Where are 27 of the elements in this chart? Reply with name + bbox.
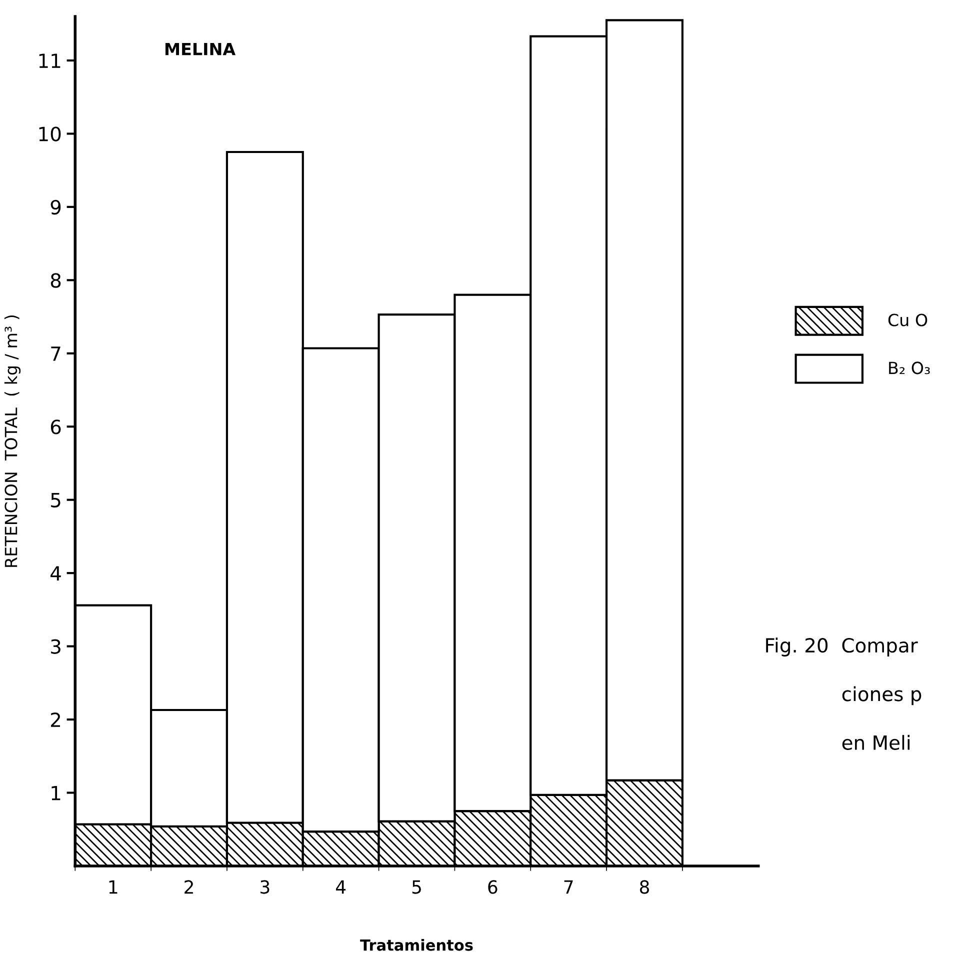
- y-tick-label: 7: [51, 346, 60, 361]
- y-tick-label: 9: [50, 200, 61, 215]
- x-tick-label: 4: [336, 880, 346, 894]
- caption: Fig. 20 Compar: [766, 638, 918, 656]
- x-axis-title: Tratamientos: [360, 939, 473, 951]
- x-tick-label: 7: [564, 880, 573, 894]
- y-tick-label: 4: [50, 566, 61, 580]
- x-tick-label: 2: [184, 880, 193, 894]
- y-tick-label: 5: [51, 493, 60, 508]
- x-tick-label: 5: [412, 880, 421, 894]
- y-tick-label: 11: [39, 54, 60, 68]
- x-tick-label: 6: [488, 880, 498, 894]
- y-tick-label: 1: [52, 786, 60, 800]
- x-tick-label: 3: [260, 880, 270, 894]
- text: ciones p: [842, 686, 922, 706]
- text: MELINA: [166, 42, 236, 56]
- y-tick-label: 10: [39, 126, 61, 142]
- y-axis-title: RETENCION TOTAL ( kg / m³ ): [4, 315, 21, 567]
- x-tick-label: 8: [640, 880, 649, 894]
- text: en Meli: [842, 734, 910, 750]
- y-tick-label: 8: [50, 273, 61, 288]
- legend-label: B₂ O₃: [889, 362, 930, 374]
- x-tick-label: 1: [109, 880, 118, 894]
- y-tick-label: 3: [51, 639, 60, 654]
- y-tick-label: 6: [50, 420, 61, 434]
- y-tick-label: 2: [51, 712, 60, 727]
- legend-label: Cu O: [888, 314, 928, 326]
